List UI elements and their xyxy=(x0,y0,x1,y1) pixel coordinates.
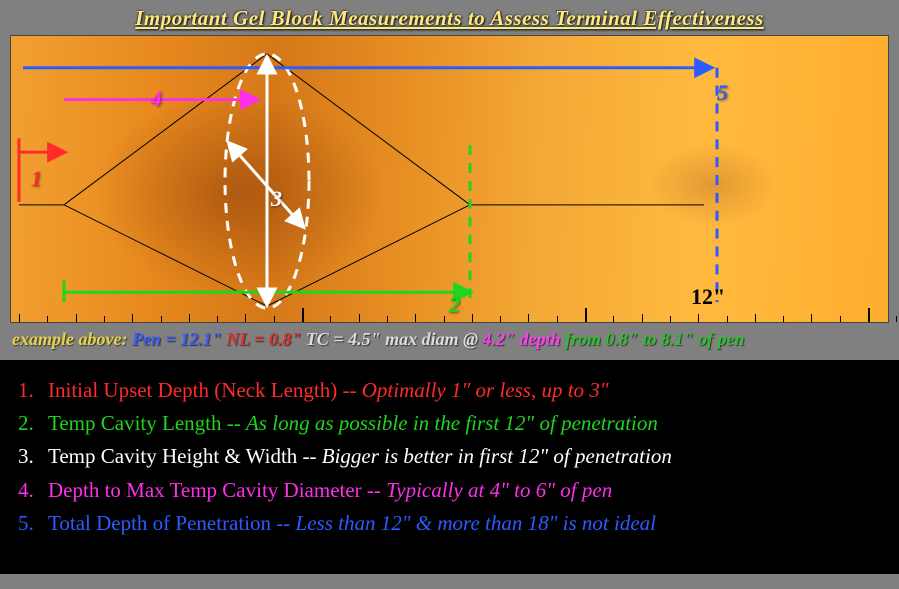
legend-item: 2.Temp Cavity Length -- As long as possi… xyxy=(18,407,881,440)
diagram-title: Important Gel Block Measurements to Asse… xyxy=(0,0,899,35)
legend-item: 1.Initial Upset Depth (Neck Length) -- O… xyxy=(18,374,881,407)
twelve-inch-label: 12" xyxy=(691,284,725,310)
marker-label-3: 3 xyxy=(271,186,282,212)
example-pen-label: Pen = xyxy=(132,329,180,349)
legend-item: 4.Depth to Max Temp Cavity Diameter -- T… xyxy=(18,474,881,507)
marker-label-5: 5 xyxy=(717,80,728,106)
legend-item: 3.Temp Cavity Height & Width -- Bigger i… xyxy=(18,440,881,473)
example-readout: example above: Pen = 12.1" NL = 0.8" TC … xyxy=(0,323,899,360)
legend-panel: 1.Initial Upset Depth (Neck Length) -- O… xyxy=(0,360,899,574)
example-intro: example above: xyxy=(12,329,132,349)
marker-label-2: 2 xyxy=(449,292,460,318)
legend-item: 5.Total Depth of Penetration -- Less tha… xyxy=(18,507,881,540)
example-tc: TC = 4.5" max diam @ xyxy=(306,329,483,349)
gel-diagram: 12" 1 2 3 4 5 xyxy=(10,35,889,323)
marker-label-1: 1 xyxy=(31,166,42,192)
marker-label-4: 4 xyxy=(151,86,162,112)
example-nl-value: 0.8" xyxy=(269,329,306,349)
example-nl-label: NL = xyxy=(226,329,269,349)
example-range: from 0.8" to 8.1" of pen xyxy=(565,329,744,349)
diagram-overlay xyxy=(11,36,888,322)
example-depth: 4.2" depth xyxy=(483,329,566,349)
example-pen-value: 12.1" xyxy=(180,329,226,349)
